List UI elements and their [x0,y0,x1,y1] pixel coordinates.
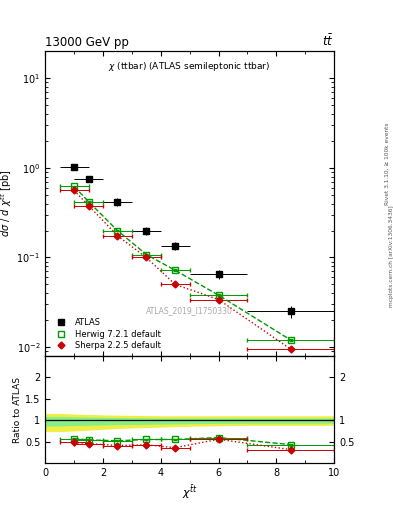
Y-axis label: Ratio to ATLAS: Ratio to ATLAS [13,377,22,442]
Legend: ATLAS, Herwig 7.2.1 default, Sherpa 2.2.5 default: ATLAS, Herwig 7.2.1 default, Sherpa 2.2.… [50,316,163,352]
Sherpa 2.2.5 default [173,282,178,288]
Herwig 7.2.1 default [173,267,178,273]
Sherpa 2.2.5 default [86,202,91,208]
X-axis label: $\chi^{\bar{t}t}$: $\chi^{\bar{t}t}$ [182,484,198,501]
Herwig 7.2.1 default [144,251,149,258]
Line: Herwig 7.2.1 default: Herwig 7.2.1 default [71,183,294,343]
Sherpa 2.2.5 default [72,187,77,194]
Text: ATLAS_2019_I1750330: ATLAS_2019_I1750330 [146,306,233,315]
Sherpa 2.2.5 default [115,232,120,239]
ATLAS [72,164,77,170]
Y-axis label: $d\sigma\ /\ d\ \chi^{\bar{t}t}$ [pb]: $d\sigma\ /\ d\ \chi^{\bar{t}t}$ [pb] [0,170,14,237]
ATLAS [288,308,293,314]
Line: Sherpa 2.2.5 default: Sherpa 2.2.5 default [72,188,293,352]
Text: Rivet 3.1.10, ≥ 100k events: Rivet 3.1.10, ≥ 100k events [385,122,389,205]
Text: $t\bar{t}$: $t\bar{t}$ [323,33,334,49]
Herwig 7.2.1 default [86,199,91,205]
Text: $\chi$ (ttbar) (ATLAS semileptonic ttbar): $\chi$ (ttbar) (ATLAS semileptonic ttbar… [108,60,271,73]
Sherpa 2.2.5 default [216,296,221,303]
Line: ATLAS: ATLAS [71,164,294,315]
ATLAS [144,227,149,233]
Text: mcplots.cern.ch [arXiv:1306.3436]: mcplots.cern.ch [arXiv:1306.3436] [389,205,393,307]
ATLAS [173,243,178,249]
Sherpa 2.2.5 default [288,346,293,352]
Herwig 7.2.1 default [216,292,221,298]
Herwig 7.2.1 default [115,227,120,233]
ATLAS [216,271,221,278]
Herwig 7.2.1 default [72,183,77,189]
Text: 13000 GeV pp: 13000 GeV pp [45,36,129,49]
ATLAS [86,176,91,182]
ATLAS [115,199,120,205]
Herwig 7.2.1 default [288,337,293,343]
Sherpa 2.2.5 default [144,254,149,261]
